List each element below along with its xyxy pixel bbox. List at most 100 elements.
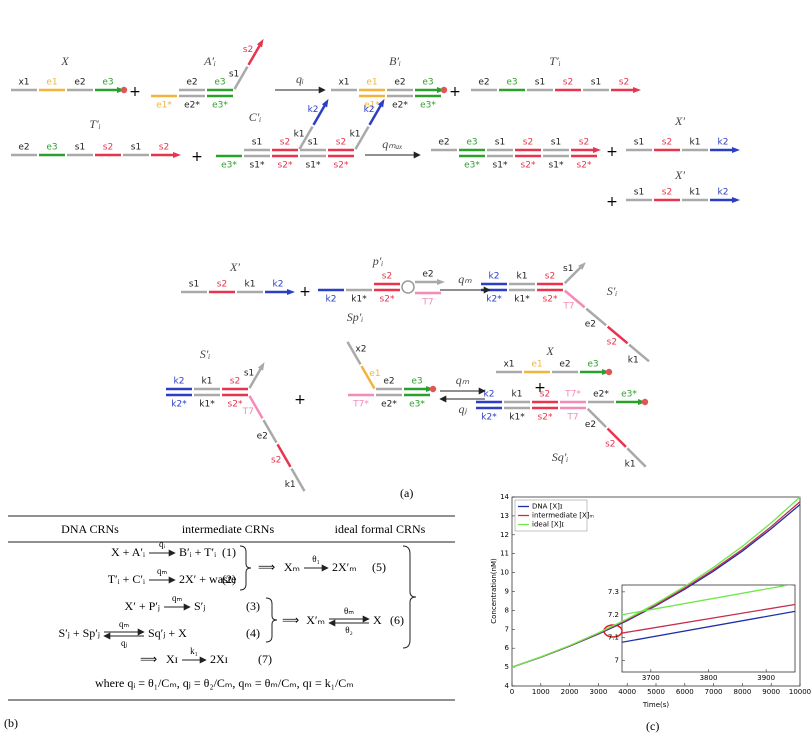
domain-label: k2 bbox=[718, 188, 729, 198]
domain-label: x1 bbox=[338, 78, 349, 88]
x-tick-label: 2000 bbox=[561, 688, 579, 696]
y-tick-label: 11 bbox=[500, 550, 509, 558]
domain-label: s1 bbox=[131, 143, 141, 153]
domain bbox=[354, 125, 370, 150]
reaction-left: S′ⱼ + Sp′ⱼ bbox=[58, 626, 100, 640]
domain-label: s1* bbox=[493, 161, 508, 171]
rate-label: qᵢ bbox=[296, 72, 304, 86]
domain-label: k2 bbox=[489, 272, 500, 282]
domain-label: s2 bbox=[662, 188, 672, 198]
domain-label: k1 bbox=[517, 272, 528, 282]
domain bbox=[312, 101, 328, 126]
fluorophore bbox=[120, 86, 128, 94]
domain bbox=[585, 307, 607, 327]
domain-label: s1* bbox=[306, 161, 321, 171]
domain-label: e2* bbox=[593, 390, 609, 400]
domain-label: e2* bbox=[184, 101, 200, 111]
x-tick-label: 4000 bbox=[618, 688, 636, 696]
domain-label: s2* bbox=[521, 161, 536, 171]
domain-label: e1 bbox=[46, 78, 57, 88]
species-name: X′ bbox=[674, 168, 685, 182]
y-tick-label: 5 bbox=[505, 663, 509, 671]
domain-label: s1 bbox=[634, 188, 644, 198]
domain-label: e3 bbox=[466, 138, 477, 148]
domain bbox=[606, 325, 629, 345]
domain-label: e3 bbox=[506, 78, 517, 88]
domain-label: e3 bbox=[587, 360, 598, 370]
domain-label: s2* bbox=[538, 413, 553, 423]
equation-number: (6) bbox=[390, 613, 404, 627]
strand-end bbox=[287, 289, 295, 295]
domain-label: e1* bbox=[156, 101, 172, 111]
species-name: Sp′ᵢ bbox=[347, 310, 364, 324]
domain-label: s1 bbox=[535, 78, 545, 88]
strand-end bbox=[593, 147, 601, 153]
domain-label: T7* bbox=[564, 390, 581, 400]
domain-label: s2* bbox=[577, 161, 592, 171]
strand-end bbox=[633, 87, 641, 93]
reaction-right: 2Xɪ bbox=[210, 652, 228, 666]
domain-label: k2 bbox=[273, 280, 284, 290]
column-header: ideal formal CRNs bbox=[335, 522, 426, 536]
reaction-right: 2X′ + waste bbox=[179, 572, 236, 586]
fluorophore bbox=[440, 86, 448, 94]
x-axis-label: Time(s) bbox=[642, 701, 670, 709]
domain-label: e2 bbox=[394, 78, 405, 88]
reaction-right: X bbox=[373, 613, 382, 627]
domain-label: e2 bbox=[585, 319, 596, 329]
species-name: T′ᵢ bbox=[549, 54, 560, 68]
domain-label: k1 bbox=[202, 377, 213, 387]
domain-label: e2 bbox=[18, 143, 29, 153]
domain bbox=[248, 364, 264, 389]
fluorophore bbox=[429, 385, 437, 393]
y-tick-label: 14 bbox=[500, 493, 509, 501]
plus-sign: + bbox=[129, 84, 141, 100]
domain-label: k1 bbox=[512, 390, 523, 400]
domain-label: s1 bbox=[563, 264, 573, 274]
domain-label: T7 bbox=[421, 298, 433, 308]
domain-label: s2 bbox=[563, 78, 573, 88]
domain-label: s2 bbox=[382, 272, 392, 282]
domain-label: k1 bbox=[294, 129, 305, 139]
domain-label: s2 bbox=[662, 138, 672, 148]
domain-label: x1 bbox=[503, 360, 514, 370]
y-tick-label: 12 bbox=[500, 531, 509, 539]
domain-label: e3 bbox=[411, 377, 422, 387]
rate-label: qₘ bbox=[157, 566, 168, 576]
domain-label: T7 bbox=[566, 413, 578, 423]
series-line bbox=[622, 585, 793, 616]
domain-label: e1 bbox=[366, 78, 377, 88]
rate-label: θₘ bbox=[344, 606, 354, 616]
y-tick-label: 4 bbox=[505, 682, 510, 690]
domain-label: e2 bbox=[559, 360, 570, 370]
domain-label: e3 bbox=[46, 143, 57, 153]
domain-label: e2 bbox=[74, 78, 85, 88]
domain bbox=[346, 341, 362, 366]
equation-number: (7) bbox=[258, 652, 272, 666]
species-name: X bbox=[60, 54, 69, 68]
strand-end bbox=[732, 147, 740, 153]
implies-sign: ⟹ bbox=[140, 652, 157, 666]
domain-label: k2 bbox=[484, 390, 495, 400]
domain-label: k1 bbox=[690, 188, 701, 198]
species-name: X bbox=[545, 344, 554, 358]
panel-label: (c) bbox=[646, 719, 659, 733]
reaction-left: Xₘ bbox=[284, 560, 300, 574]
plus-sign: + bbox=[191, 149, 203, 165]
series-line bbox=[622, 610, 795, 643]
domain bbox=[247, 41, 263, 66]
column-header: intermediate CRNs bbox=[182, 522, 275, 536]
y-tick-label: 8 bbox=[505, 606, 509, 614]
domain-label: T7 bbox=[562, 301, 574, 311]
domain bbox=[360, 365, 376, 390]
species-name: C′ᵢ bbox=[249, 110, 262, 124]
plus-sign: + bbox=[534, 380, 546, 396]
species-name: B′ᵢ bbox=[389, 54, 401, 68]
hairpin-loop bbox=[401, 280, 415, 294]
strand-end bbox=[321, 98, 329, 108]
inset-y-tick-label: 7.3 bbox=[608, 588, 619, 596]
domain-label: k2* bbox=[171, 400, 187, 410]
domain-label: e3* bbox=[420, 101, 436, 111]
domain-label: e2 bbox=[585, 420, 596, 430]
domain-label: s1 bbox=[591, 78, 601, 88]
